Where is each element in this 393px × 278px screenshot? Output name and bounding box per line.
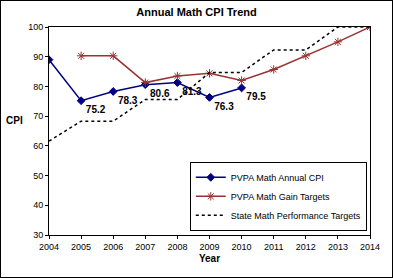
- svg-text:Year: Year: [199, 253, 220, 264]
- svg-text:90: 90: [33, 52, 43, 62]
- svg-text:Annual Math CPI Trend: Annual Math CPI Trend: [136, 6, 256, 18]
- svg-text:80: 80: [33, 82, 43, 92]
- svg-text:2010: 2010: [232, 242, 252, 252]
- svg-text:2009: 2009: [199, 242, 219, 252]
- svg-text:2013: 2013: [328, 242, 348, 252]
- svg-text:2007: 2007: [135, 242, 155, 252]
- svg-text:2011: 2011: [264, 242, 283, 252]
- svg-text:2008: 2008: [167, 242, 187, 252]
- svg-text:PVPA Math Annual CPI: PVPA Math Annual CPI: [231, 173, 324, 183]
- svg-text:80.6: 80.6: [150, 88, 170, 99]
- svg-text:78.3: 78.3: [118, 95, 138, 106]
- svg-text:2014: 2014: [360, 242, 380, 252]
- svg-text:81.3: 81.3: [182, 86, 202, 97]
- svg-text:75.2: 75.2: [86, 104, 106, 115]
- svg-text:100: 100: [28, 22, 43, 32]
- svg-text:2012: 2012: [296, 242, 316, 252]
- svg-text:State Math Performance Targets: State Math Performance Targets: [231, 211, 361, 221]
- svg-text:2004: 2004: [39, 242, 59, 252]
- svg-text:30: 30: [33, 230, 43, 240]
- svg-text:2005: 2005: [71, 242, 91, 252]
- svg-text:PVPA Math Gain Targets: PVPA Math Gain Targets: [231, 192, 330, 202]
- svg-text:2006: 2006: [103, 242, 123, 252]
- svg-text:76.3: 76.3: [214, 101, 234, 112]
- svg-text:40: 40: [33, 200, 43, 210]
- svg-text:79.5: 79.5: [246, 91, 266, 102]
- svg-text:50: 50: [33, 171, 43, 181]
- svg-text:60: 60: [33, 141, 43, 151]
- svg-text:70: 70: [33, 111, 43, 121]
- svg-text:CPI: CPI: [6, 115, 23, 126]
